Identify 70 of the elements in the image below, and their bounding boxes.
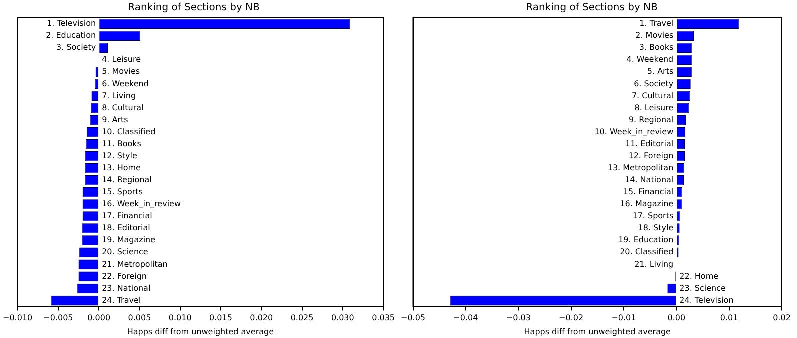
y-tick-label: 15. Financial bbox=[623, 188, 674, 197]
y-tick-label: 8. Leisure bbox=[634, 103, 674, 112]
x-tick-label: 0.025 bbox=[290, 314, 314, 323]
x-tick-label: −0.04 bbox=[454, 314, 478, 323]
x-tick-label: 0.005 bbox=[128, 314, 152, 323]
x-tick-label: 0.015 bbox=[210, 314, 232, 323]
y-tick-label: 9. Regional bbox=[628, 115, 674, 124]
y-tick-label: 22. Home bbox=[680, 272, 719, 281]
y-tick-label: 3. Society bbox=[56, 43, 96, 52]
y-tick-label: 13. Metropolitan bbox=[608, 163, 674, 172]
y-tick-label: 17. Sports bbox=[632, 212, 674, 221]
y-tick-label: 16. Week_in_review bbox=[102, 200, 182, 209]
y-tick-label: 23. Science bbox=[680, 284, 726, 293]
x-tick-label: 0.020 bbox=[250, 314, 274, 323]
x-axis-title: Happs diff from unweighted average bbox=[127, 327, 274, 336]
y-tick-label: 20. Classified bbox=[620, 248, 674, 257]
chart-title: Ranking of Sections by NB bbox=[128, 2, 260, 14]
y-tick-label: 6. Society bbox=[634, 79, 674, 88]
y-tick-label: 11. Books bbox=[102, 139, 142, 148]
y-tick-label: 7. Cultural bbox=[632, 91, 674, 100]
y-tick-label: 10. Week_in_review bbox=[594, 127, 674, 136]
y-tick-label: 15. Sports bbox=[102, 188, 143, 197]
y-tick-label: 14. National bbox=[625, 176, 674, 185]
y-tick-label: 16. Magazine bbox=[620, 200, 674, 209]
y-tick-label: 12. Style bbox=[102, 151, 138, 160]
x-tick-label: −0.03 bbox=[506, 314, 531, 323]
y-tick-label: 12. Foreign bbox=[628, 151, 674, 160]
y-tick-label: 24. Television bbox=[680, 296, 734, 305]
y-tick-label: 7. Living bbox=[102, 91, 136, 100]
chart-title: Ranking of Sections by NB bbox=[526, 2, 658, 14]
y-tick-label: 18. Editorial bbox=[102, 224, 150, 233]
y-tick-label: 10. Classified bbox=[102, 127, 156, 136]
y-tick-label: 21. Living bbox=[634, 260, 674, 269]
y-tick-label: 21. Metropolitan bbox=[102, 260, 168, 269]
y-tick-label: 18. Style bbox=[638, 224, 674, 233]
y-tick-label: 23. National bbox=[102, 284, 151, 293]
y-tick-label: 2. Movies bbox=[636, 31, 674, 40]
y-tick-label: 4. Leisure bbox=[102, 55, 142, 64]
x-tick-label: 0.000 bbox=[88, 314, 111, 323]
y-tick-label: 5. Movies bbox=[102, 67, 140, 76]
x-tick-label: 0.01 bbox=[720, 314, 738, 323]
y-tick-label: 14. Regional bbox=[102, 176, 152, 185]
x-tick-label: −0.01 bbox=[612, 314, 636, 323]
y-tick-label: 3. Books bbox=[639, 43, 674, 52]
x-axis-title: Happs diff from unweighted average bbox=[524, 327, 672, 336]
x-tick-label: 0.010 bbox=[168, 314, 192, 323]
x-tick-label: 0.02 bbox=[773, 314, 791, 323]
x-tick-label: 0.035 bbox=[372, 314, 395, 323]
y-tick-label: 2. Education bbox=[46, 31, 96, 40]
x-tick-label: 0.030 bbox=[331, 314, 354, 323]
x-tick-label: −0.005 bbox=[44, 314, 74, 323]
y-tick-label: 17. Financial bbox=[102, 212, 152, 221]
y-tick-label: 1. Television bbox=[46, 19, 96, 28]
y-tick-label: 11. Editorial bbox=[625, 139, 674, 148]
y-tick-label: 6. Weekend bbox=[102, 79, 149, 88]
x-tick-label: −0.05 bbox=[401, 314, 426, 323]
x-tick-label: −0.010 bbox=[3, 314, 33, 323]
y-tick-label: 13. Home bbox=[102, 163, 142, 172]
y-tick-label: 9. Arts bbox=[102, 115, 128, 124]
y-tick-label: 1. Travel bbox=[640, 19, 674, 28]
x-tick-label: −0.02 bbox=[559, 314, 584, 323]
y-tick-label: 19. Magazine bbox=[102, 236, 156, 245]
y-tick-label: 4. Weekend bbox=[626, 55, 674, 64]
x-tick-label: 0.00 bbox=[668, 314, 686, 323]
y-tick-label: 5. Arts bbox=[647, 67, 674, 76]
y-tick-label: 24. Travel bbox=[102, 296, 142, 305]
y-tick-label: 19. Education bbox=[618, 236, 674, 245]
y-tick-label: 22. Foreign bbox=[102, 272, 147, 281]
y-tick-label: 8. Cultural bbox=[102, 103, 144, 112]
y-tick-label: 20. Science bbox=[102, 248, 148, 257]
